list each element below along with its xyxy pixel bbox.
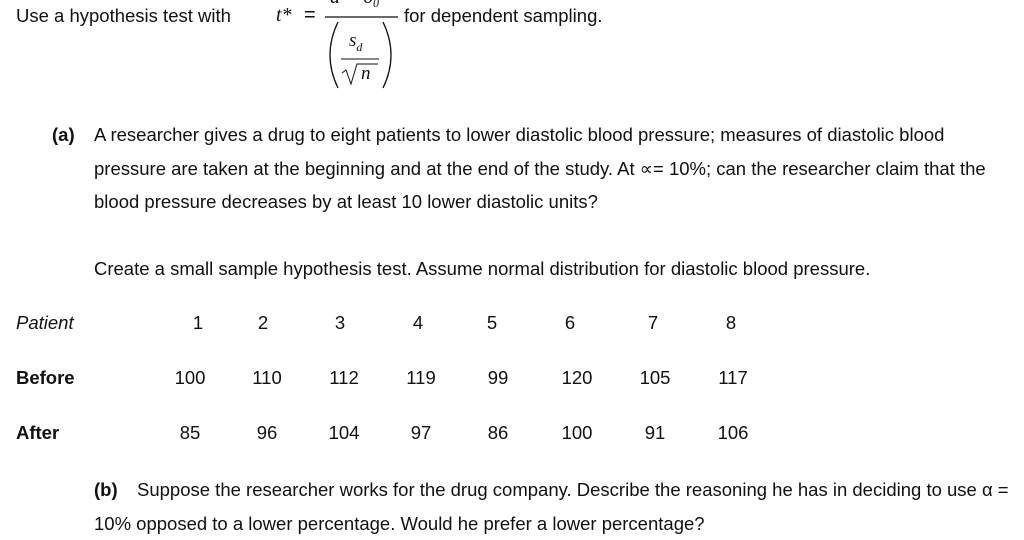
table-cell: 100 <box>561 422 593 443</box>
formula-lhs: t* <box>276 4 292 26</box>
formula-numerator: d̄ − δ₀ <box>330 0 380 9</box>
formula-subscript: d <box>356 39 363 54</box>
table-cell: 91 <box>644 422 666 443</box>
table-cell: 99 <box>487 367 509 388</box>
formula-equals: = <box>304 4 316 26</box>
column-header: 7 <box>647 312 659 333</box>
column-header: 8 <box>725 312 737 333</box>
formula-radicand: n <box>361 63 371 84</box>
row-label: After <box>16 422 60 443</box>
column-header: 4 <box>412 312 424 333</box>
row-label: Before <box>16 367 75 388</box>
table-cell: 112 <box>329 367 359 388</box>
column-header: 1 <box>192 312 204 333</box>
intro-prefix: Use a hypothesis test with <box>16 5 231 26</box>
table-cell: 85 <box>179 422 201 443</box>
part-a-question: A researcher gives a drug to eight patie… <box>94 124 986 212</box>
column-header: 3 <box>334 312 346 333</box>
table-cell: 96 <box>256 422 278 443</box>
intro-suffix: for dependent sampling. <box>404 5 603 26</box>
part-b-text: Suppose the researcher works for the dru… <box>94 479 1009 534</box>
column-header: 6 <box>564 312 576 333</box>
table-cell: 119 <box>406 367 436 388</box>
table-cell: 100 <box>174 367 206 388</box>
table-cell: 86 <box>487 422 509 443</box>
formula-lines <box>325 16 398 89</box>
table-cell: 117 <box>718 367 748 388</box>
table-cell: 97 <box>410 422 432 443</box>
table-cell: 106 <box>717 422 749 443</box>
formula-sd: sd <box>349 30 363 54</box>
part-a-instruction: Create a small sample hypothesis test. A… <box>94 258 871 279</box>
table-cell: 105 <box>639 367 671 388</box>
table-cell: 110 <box>252 367 282 388</box>
column-header: 2 <box>257 312 269 333</box>
column-header: 5 <box>486 312 498 333</box>
part-b-label: (b) <box>94 479 118 500</box>
table-cell: 104 <box>328 422 360 443</box>
header-label: Patient <box>16 312 74 333</box>
part-a-label: (a) <box>52 124 75 145</box>
part-b: (b) Suppose the researcher works for the … <box>94 473 1012 540</box>
table-cell: 120 <box>561 367 593 388</box>
